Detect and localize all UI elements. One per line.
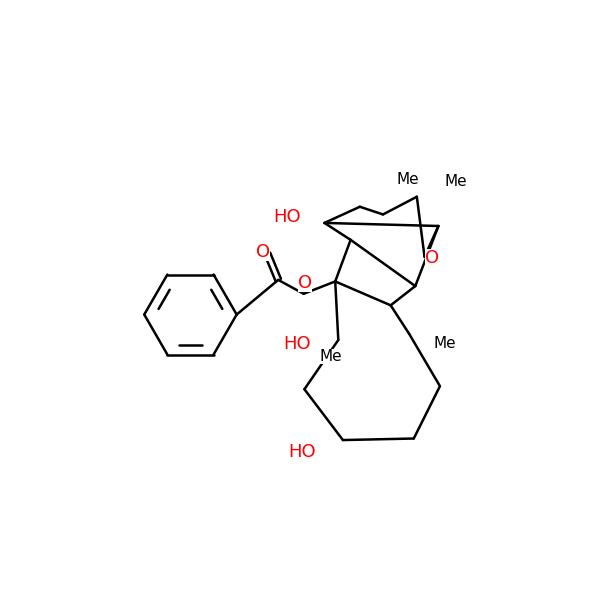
Text: Me: Me <box>445 174 467 189</box>
Text: O: O <box>298 274 312 292</box>
Text: HO: HO <box>274 208 301 226</box>
Text: HO: HO <box>284 335 311 353</box>
Text: HO: HO <box>289 443 316 461</box>
Text: O: O <box>256 243 270 261</box>
Text: Me: Me <box>434 335 457 350</box>
Text: O: O <box>425 250 439 268</box>
Text: Me: Me <box>396 172 419 187</box>
Text: Me: Me <box>319 349 342 364</box>
